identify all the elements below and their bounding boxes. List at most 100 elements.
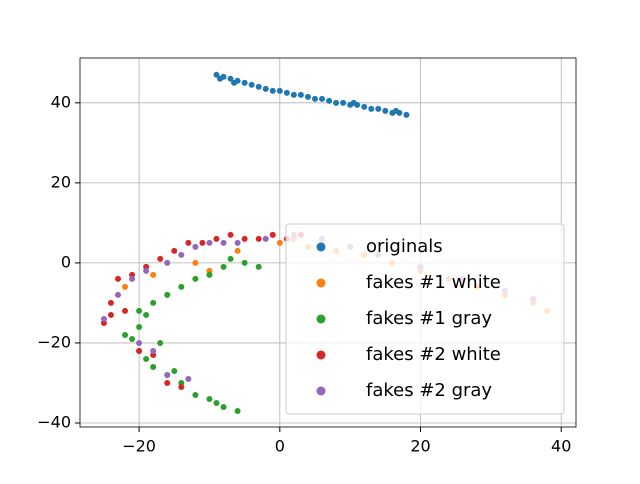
point — [234, 247, 241, 254]
point — [150, 299, 157, 306]
point — [206, 395, 213, 402]
point — [199, 239, 206, 246]
point — [262, 85, 269, 92]
point — [361, 103, 368, 110]
point — [150, 363, 157, 370]
point — [157, 255, 164, 262]
legend-marker — [316, 242, 326, 252]
y-tick-label: 40 — [51, 92, 71, 111]
point — [255, 235, 262, 242]
point — [217, 75, 224, 82]
point — [213, 399, 220, 406]
y-tick-label: 0 — [61, 252, 71, 271]
point — [164, 379, 171, 386]
point — [192, 391, 199, 398]
point — [122, 331, 129, 338]
y-tick-label: 20 — [51, 172, 71, 191]
point — [269, 231, 276, 238]
point — [350, 99, 357, 106]
point — [213, 235, 220, 242]
point — [178, 283, 185, 290]
point — [107, 299, 114, 306]
point — [234, 239, 241, 246]
point — [206, 239, 213, 246]
point — [185, 239, 192, 246]
legend-marker — [316, 314, 326, 324]
legend-label: fakes #2 white — [366, 344, 501, 365]
point — [164, 259, 171, 266]
point — [136, 307, 143, 314]
x-tick-label: −20 — [122, 437, 156, 456]
point — [276, 239, 283, 246]
point — [311, 95, 318, 102]
point — [220, 403, 227, 410]
x-tick-label: 20 — [410, 437, 430, 456]
point — [157, 339, 164, 346]
point — [241, 259, 248, 266]
point — [122, 283, 129, 290]
legend-label: fakes #1 gray — [366, 308, 492, 329]
point — [255, 83, 262, 90]
point — [114, 275, 121, 282]
point — [234, 407, 241, 414]
point — [129, 335, 136, 342]
legend-label: fakes #1 white — [366, 272, 501, 293]
point — [326, 97, 333, 104]
point — [129, 275, 136, 282]
point — [248, 81, 255, 88]
point — [227, 255, 234, 262]
point — [143, 355, 150, 362]
point — [283, 89, 290, 96]
point — [262, 235, 269, 242]
point — [122, 307, 129, 314]
point — [290, 91, 297, 98]
point — [192, 259, 199, 266]
point — [178, 251, 185, 258]
point — [206, 271, 213, 278]
point — [241, 235, 248, 242]
point — [143, 267, 150, 274]
point — [114, 291, 121, 298]
point — [107, 311, 114, 318]
point — [136, 339, 143, 346]
x-tick-label: 0 — [275, 437, 285, 456]
point — [171, 247, 178, 254]
point — [220, 263, 227, 270]
point — [164, 371, 171, 378]
point — [375, 105, 382, 112]
point — [150, 347, 157, 354]
point — [276, 87, 283, 94]
point — [136, 323, 143, 330]
point — [150, 271, 157, 278]
point — [136, 347, 143, 354]
point — [178, 383, 185, 390]
point — [231, 79, 238, 86]
point — [164, 291, 171, 298]
point — [143, 311, 150, 318]
point — [319, 95, 326, 102]
y-tick-label: −20 — [37, 332, 71, 351]
point — [171, 367, 178, 374]
point — [192, 243, 199, 250]
legend-label: fakes #2 gray — [366, 380, 492, 401]
point — [185, 375, 192, 382]
legend-marker — [316, 278, 326, 288]
legend-marker — [316, 350, 326, 360]
legend-label: originals — [366, 236, 443, 257]
legend-marker — [316, 386, 326, 396]
point — [213, 71, 220, 78]
point — [392, 107, 399, 114]
point — [227, 231, 234, 238]
point — [403, 111, 410, 118]
point — [340, 99, 347, 106]
y-tick-label: −40 — [37, 412, 71, 431]
point — [220, 239, 227, 246]
point — [100, 315, 107, 322]
point — [192, 275, 199, 282]
point — [382, 107, 389, 114]
point — [368, 105, 375, 112]
point — [255, 263, 262, 270]
point — [333, 99, 340, 106]
point — [227, 75, 234, 82]
